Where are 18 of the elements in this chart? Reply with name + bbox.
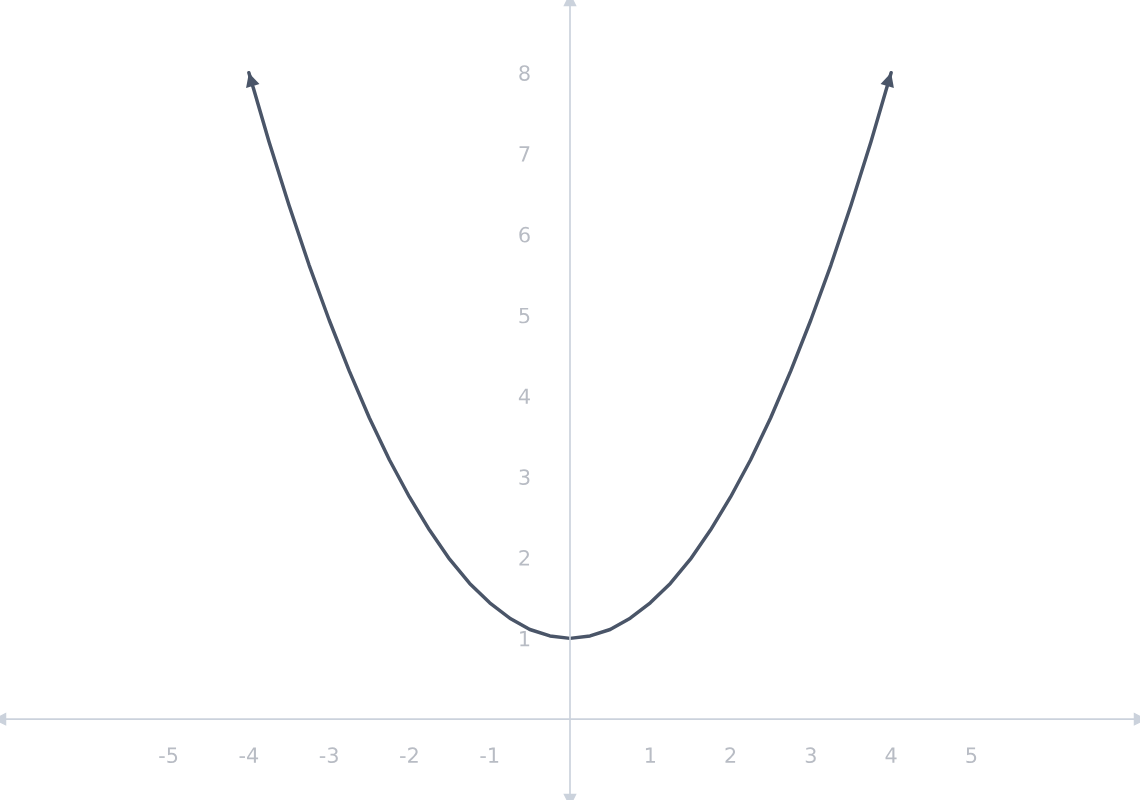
y-tick-label: 3 <box>519 469 530 485</box>
x-tick-label: -4 <box>239 747 259 763</box>
y-tick-label: 4 <box>518 388 530 404</box>
y-tick-label: 5 <box>519 307 530 324</box>
y-tick-label: 8 <box>519 65 530 81</box>
x-tick-label: -1 <box>480 747 499 763</box>
y-tick-label: 7 <box>519 146 530 162</box>
y-tick-label: 1 <box>520 631 530 647</box>
x-tick-label: -3 <box>319 747 338 764</box>
y-tick-label: 2 <box>519 550 530 566</box>
x-tick-label: 4 <box>885 747 897 763</box>
x-tick-label: -5 <box>159 747 178 764</box>
x-tick-label: 3 <box>805 747 816 764</box>
x-tick-label: 2 <box>725 747 736 763</box>
x-tick-label: 5 <box>966 747 977 764</box>
x-tick-label: -2 <box>400 747 418 763</box>
y-tick-label: 6 <box>519 226 530 243</box>
x-tick-label: 1 <box>645 747 655 763</box>
